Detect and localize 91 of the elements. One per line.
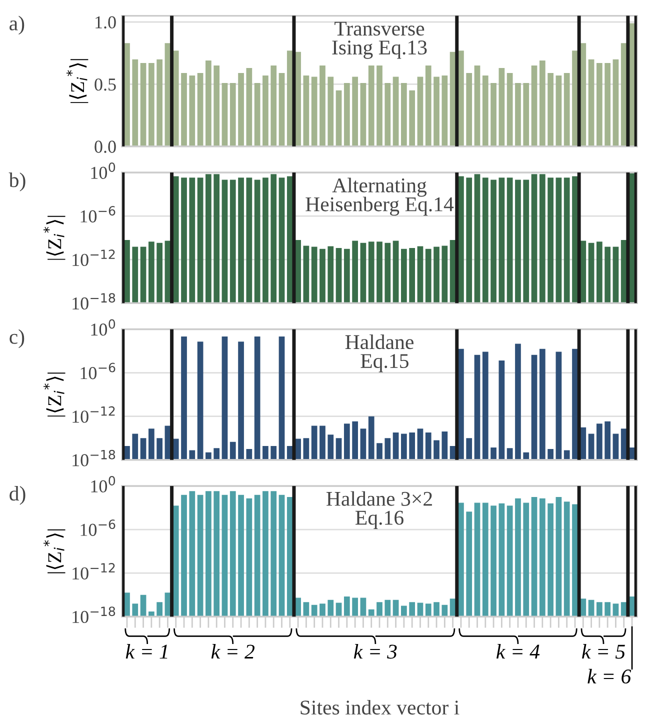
bar: [238, 72, 244, 146]
bar: [368, 66, 374, 146]
bar: [506, 72, 513, 146]
text: k = 3: [354, 644, 397, 659]
bar: [523, 82, 530, 146]
bar: [140, 63, 146, 146]
bar: [612, 59, 619, 146]
bar: [206, 60, 212, 146]
bar: [425, 66, 432, 146]
bar: [328, 76, 334, 146]
bar: [295, 52, 301, 146]
bar: [531, 66, 538, 146]
y-tick-label: 10$^{0}$: [91, 162, 116, 179]
bar: [189, 75, 196, 146]
text: k = 5: [582, 644, 625, 659]
y-tick-label: 10$^{−6}$: [80, 206, 116, 222]
bar: [336, 90, 342, 146]
bar: [197, 72, 204, 146]
x-axis-title: Sites index vector i: [300, 700, 460, 715]
bar: [376, 66, 382, 146]
bar: [132, 59, 138, 146]
bar: [214, 66, 220, 146]
y-tick-label: 0.0: [94, 140, 116, 153]
bar: [596, 63, 602, 146]
bar: [148, 63, 154, 146]
text: a): [10, 16, 24, 35]
y-tick-label: 10$^{−12}$: [72, 250, 115, 266]
bar: [434, 76, 440, 146]
bar: [270, 66, 277, 146]
bar: [466, 72, 472, 146]
annotation: Haldane Eq.15: [345, 334, 414, 372]
y-tick-label: 10$^{−6}$: [80, 362, 116, 380]
text: k = 6: [588, 668, 632, 684]
bar: [548, 72, 554, 146]
y-tick-label: 10$^{−12}$: [72, 406, 115, 423]
bar: [222, 82, 228, 146]
y-tick-label: 0.5: [94, 78, 116, 91]
y-tick-label: 10$^{−18}$: [72, 293, 116, 310]
bar: [246, 68, 252, 146]
text: k = 2: [211, 644, 254, 659]
bar: [384, 82, 391, 146]
bar: [442, 75, 448, 146]
bar: [254, 82, 260, 146]
y-tick-label: 10$^{−18}$: [72, 450, 116, 466]
bar: [515, 82, 521, 146]
y-tick-label: 10$^{−18}$: [72, 606, 116, 624]
y-axis-title: |⟨Z$_{i}$$^{*}$⟩|: [44, 529, 66, 574]
bar: [344, 82, 350, 146]
bar: [498, 68, 505, 146]
bar: [490, 82, 496, 146]
text: d): [10, 486, 26, 505]
y-tick-label: 1.0: [96, 16, 116, 29]
text: c): [10, 329, 24, 348]
bar: [417, 76, 424, 146]
annotation: Alternating Heisenberg Eq.14: [306, 178, 454, 216]
bar: [360, 82, 366, 146]
y-axis-title: |⟨Z$_{i}$$^{*}$⟩|: [66, 59, 88, 104]
bar: [392, 76, 399, 146]
text: b): [8, 172, 26, 192]
text: k = 1: [126, 644, 168, 659]
text: k = 4: [496, 644, 540, 659]
bar: [572, 50, 578, 146]
bar: [124, 43, 130, 146]
annotation: Transverse Ising Eq.13: [332, 22, 427, 59]
bar: [311, 76, 318, 146]
y-tick-label: 10$^{−12}$: [72, 563, 115, 580]
bar: [604, 63, 611, 146]
annotation: Haldane 3×2 Eq.16: [326, 491, 432, 530]
y-tick-label: 10$^{−6}$: [80, 519, 116, 536]
bar: [474, 66, 480, 146]
bar: [458, 50, 464, 146]
bar: [278, 72, 285, 146]
bar: [156, 59, 162, 146]
bar: [262, 75, 268, 146]
bar: [539, 60, 546, 146]
y-tick-label: 10$^{0}$: [91, 319, 116, 336]
bar: [181, 72, 187, 146]
bar: [482, 75, 488, 146]
bar: [564, 72, 570, 146]
bar: [230, 82, 236, 146]
bar: [303, 75, 310, 146]
bar: [401, 82, 407, 146]
bar: [320, 66, 326, 146]
bar: [409, 90, 416, 146]
bar: [172, 50, 179, 146]
y-axis-title: |⟨Z$_{i}$$^{*}$⟩|: [44, 372, 66, 417]
y-tick-label: 10$^{0}$: [91, 476, 116, 492]
y-axis-title: |⟨Z$_{i}$$^{*}$⟩|: [44, 216, 66, 260]
bar: [556, 75, 562, 146]
bar: [588, 59, 594, 146]
bar: [352, 76, 358, 146]
